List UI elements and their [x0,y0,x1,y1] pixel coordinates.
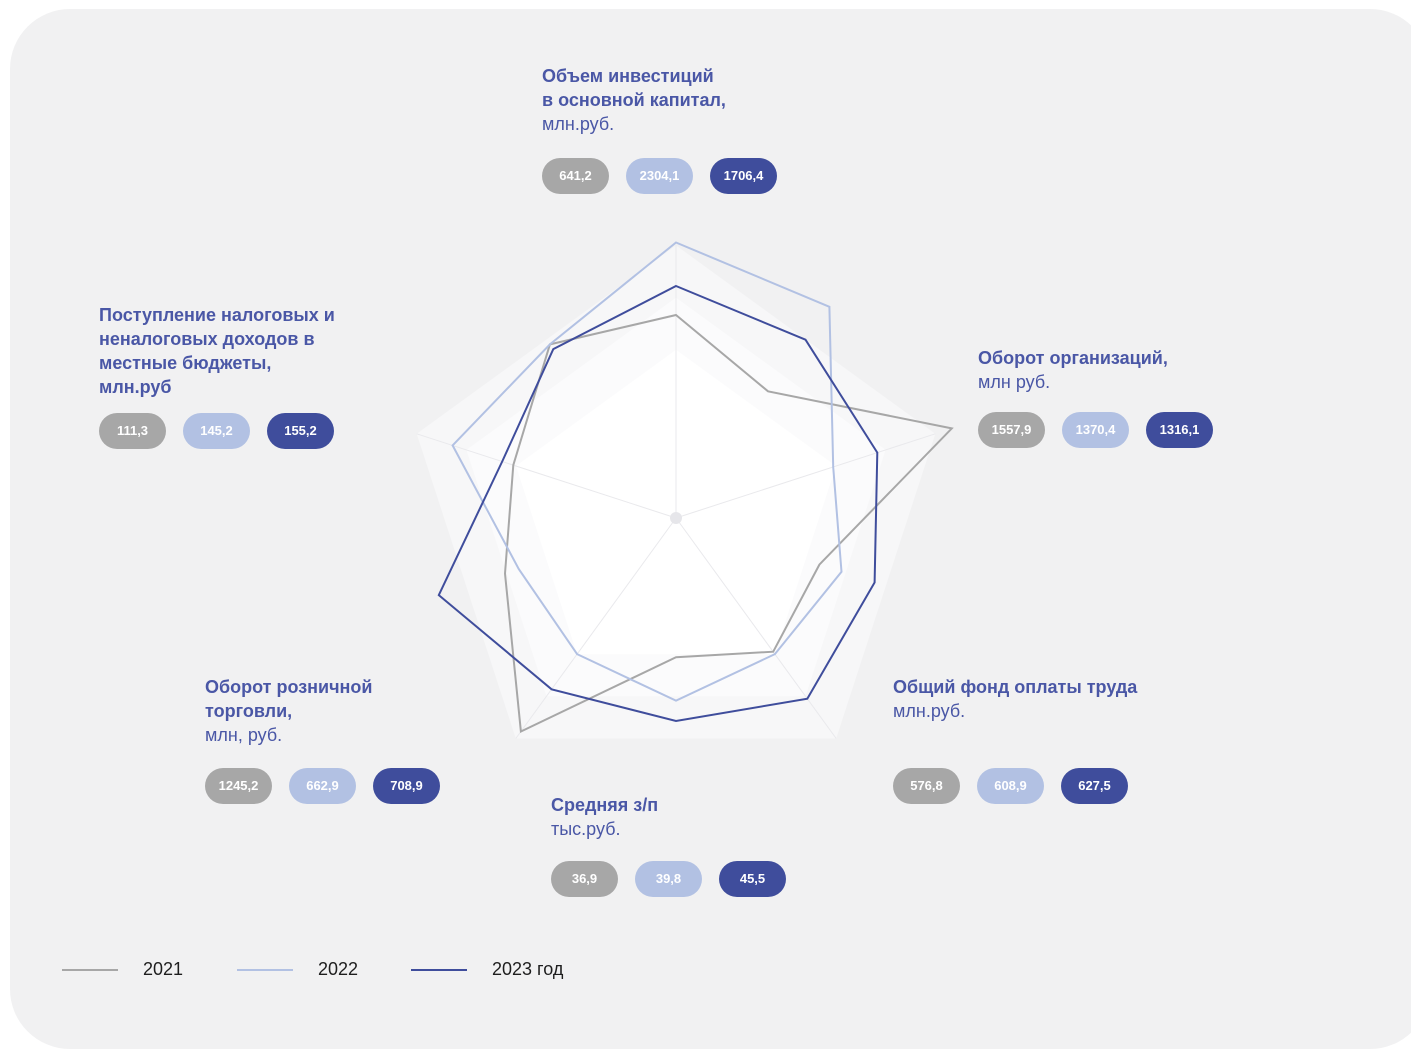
radar-spoke [416,433,677,519]
axis-unit: млн.руб. [893,701,966,721]
value-pill-2022: 39,8 [635,861,702,897]
axis-label-average-salary: Средняя з/п тыс.руб. [551,793,658,841]
axis-unit: тыс.руб. [551,819,621,839]
value-pill-2022: 662,9 [289,768,356,804]
axis-unit: млн.руб. [542,114,615,134]
radar-series-3 [437,284,879,723]
value-pill-2022: 2304,1 [626,158,693,194]
legend-swatch [62,969,118,971]
radar-spokes [416,245,936,739]
axis-title: Оборот розничной торговли, [205,677,373,721]
value-pill-2022: 145,2 [183,413,250,449]
radar-series-1 [503,313,954,734]
axis-unit: млн, руб. [205,725,283,745]
radar-spoke [515,517,677,739]
axis-label-org-turnover: Оборот организаций, млн руб. [978,346,1168,394]
axis-title: Средняя з/п [551,795,659,815]
axis-label-tax-revenue: Поступление налоговых и неналоговых дохо… [99,303,335,399]
value-pill-2021: 111,3 [99,413,166,449]
legend-label: 2022 [318,959,359,979]
value-pill-2023: 627,5 [1061,768,1128,804]
value-pill-2022: 608,9 [977,768,1044,804]
legend-label: 2023 год [492,959,564,979]
value-pill-2023: 155,2 [267,413,334,449]
value-pill-2021: 36,9 [551,861,618,897]
axis-unit: млн руб. [978,372,1051,392]
axis-label-investments: Объем инвестиций в основной капитал, млн… [542,64,726,136]
axis-title: Общий фонд оплаты труда [893,677,1138,697]
value-pill-2023: 45,5 [719,861,786,897]
axis-title: Поступление налоговых и неналоговых дохо… [99,305,335,397]
axis-label-retail-turnover: Оборот розничной торговли, млн, руб. [205,675,373,747]
radar-spoke [675,517,837,739]
axis-label-wage-fund: Общий фонд оплаты труда млн.руб. [893,675,1137,723]
axis-title: Оборот организаций, [978,348,1168,368]
value-pill-2023: 1706,4 [710,158,777,194]
value-pill-2021: 576,8 [893,768,960,804]
legend-label: 2021 [143,959,184,979]
radar-series-2 [451,241,843,702]
radar-series [437,241,954,734]
value-pill-2021: 1557,9 [978,412,1045,448]
value-pill-2023: 1316,1 [1146,412,1213,448]
radar-center [670,512,682,524]
axis-title: Объем инвестиций в основной капитал, [542,66,726,110]
value-pill-2023: 708,9 [373,768,440,804]
radar-spoke [675,433,936,519]
value-pill-2021: 1245,2 [205,768,272,804]
value-pill-2021: 641,2 [542,158,609,194]
legend-swatch [237,969,293,971]
value-pill-2022: 1370,4 [1062,412,1129,448]
legend-swatch [411,969,467,971]
